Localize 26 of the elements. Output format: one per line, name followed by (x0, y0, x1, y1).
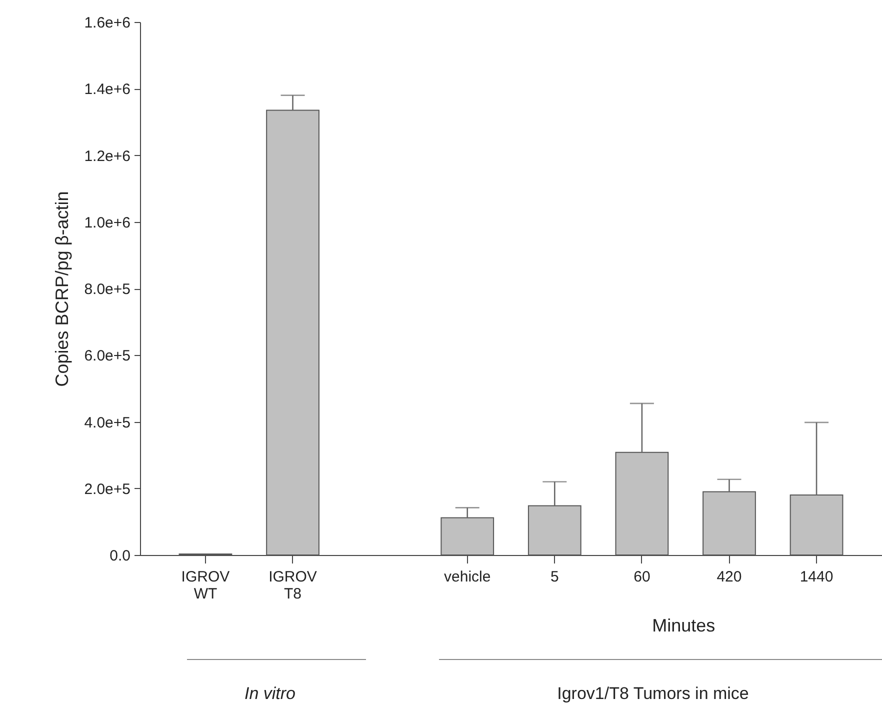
y-tick-label: 0.0 (110, 548, 130, 564)
x-axis-title: Minutes (652, 616, 716, 636)
y-tick-label: 1.2e+6 (84, 148, 130, 165)
bar (440, 517, 494, 556)
bar (790, 494, 844, 556)
y-axis-title: Copies BCRP/pg β-actin (52, 191, 72, 387)
x-tick-label: 60 (634, 568, 650, 586)
bar (528, 505, 582, 556)
y-tick-label: 8.0e+5 (84, 281, 130, 298)
y-tick-label: 6.0e+5 (84, 348, 130, 365)
x-tick-label: 5 (550, 568, 559, 586)
x-tick-label: 1440 (800, 568, 834, 586)
y-tick-label: 1.6e+6 (84, 14, 130, 32)
bar (266, 110, 320, 556)
text: Igrov1/T8 Tumors in mice (557, 684, 749, 704)
y-tick-label: 2.0e+5 (84, 480, 130, 498)
x-tick-label: 420 (716, 568, 742, 586)
bar (615, 452, 669, 556)
x-tick-label: vehicle (444, 568, 491, 586)
y-tick-label: 1.0e+6 (84, 214, 130, 232)
text: In vitro (244, 684, 296, 704)
x-tick-label: IGROV WT (181, 568, 230, 602)
y-tick-label: 4.0e+5 (84, 414, 130, 432)
x-tick-label: IGROV T8 (268, 568, 317, 602)
bar (702, 491, 756, 556)
y-tick-label: 1.4e+6 (84, 81, 130, 98)
